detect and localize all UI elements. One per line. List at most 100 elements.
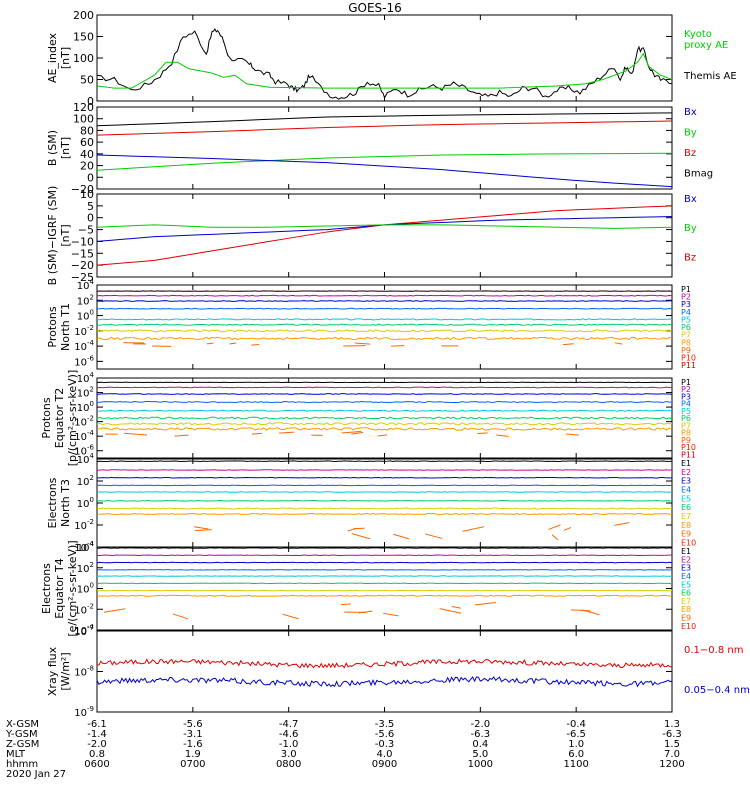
channel-line (96, 554, 673, 557)
ephemeris-value: 6.0 (568, 749, 584, 760)
y-axis-label: [e/(cm²-s-sr-keV)] (66, 540, 79, 636)
ephemeris-value: 5.0 (472, 749, 488, 760)
y-tick-label: 100 (77, 309, 94, 323)
channel-line (96, 400, 673, 404)
channel-legend: E5 (681, 494, 691, 503)
channel-segment (496, 434, 509, 437)
channel-legend: P11 (681, 361, 696, 370)
y-tick-label: 10-2 (74, 518, 94, 532)
channel-line (96, 393, 673, 395)
y-axis-label: Equator T2 (53, 388, 66, 448)
y-axis-label: [nT] (59, 47, 72, 69)
y-tick-label: 100 (77, 400, 94, 414)
channel-line (96, 336, 673, 341)
y-tick-label: 10-2 (74, 602, 94, 616)
channel-legend: E7 (681, 597, 691, 606)
channel-legend: P11 (681, 450, 696, 459)
y-axis-label: North T1 (59, 303, 72, 351)
channel-legend: E9 (681, 614, 691, 623)
channel-segment (391, 345, 405, 347)
ephemeris-value: -6.1 (87, 719, 107, 730)
channel-segment (548, 524, 561, 530)
channel-segment (571, 609, 591, 612)
ephemeris-value: 0.4 (472, 739, 488, 750)
y-tick-label: 10 (80, 188, 94, 201)
ephemeris-date: 2020 Jan 27 (6, 769, 66, 780)
y-axis-label: [nT] (59, 137, 72, 159)
y-tick-label: 0 (87, 171, 94, 184)
channel-segment (103, 608, 126, 613)
channel-segment (614, 522, 630, 526)
channel-legend: P1 (681, 378, 691, 387)
channel-line (96, 469, 673, 471)
series-line (96, 658, 673, 669)
y-tick-label: 10-4 (74, 540, 94, 554)
ephemeris-value: -2.0 (471, 719, 491, 730)
channel-segment (566, 433, 579, 436)
channel-segment (279, 431, 295, 434)
ephemeris-value: 1.3 (664, 719, 680, 730)
channel-legend: E2 (681, 555, 691, 564)
y-tick-label: 102 (77, 293, 94, 307)
y-tick-label: −5 (78, 224, 94, 237)
legend-label: 0.1−0.8 nm (684, 645, 743, 656)
channel-line (96, 476, 673, 479)
channel-legend: P5 (681, 315, 691, 324)
ephemeris-value: 0700 (180, 759, 205, 770)
channel-segment (229, 342, 237, 345)
channel-segment (383, 612, 399, 617)
panel-frame (96, 284, 673, 370)
ephemeris-value: 0800 (276, 759, 301, 770)
y-axis-label: Protons (40, 397, 53, 438)
channel-segment (124, 432, 148, 436)
channel-segment (251, 432, 262, 435)
channel-legend: E4 (681, 572, 691, 581)
y-axis-label: North T3 (59, 479, 72, 527)
panel-frame (96, 458, 673, 548)
channel-segment (424, 533, 443, 539)
ephemeris-value: -5.6 (375, 729, 395, 740)
ephemeris-value: -3.5 (375, 719, 395, 730)
channel-segment (193, 526, 209, 530)
legend-label: By (684, 128, 697, 139)
y-tick-label: −25 (71, 271, 94, 284)
legend-label: Bmag (684, 169, 713, 180)
ephemeris-value: 7.0 (664, 749, 680, 760)
channel-line (96, 569, 673, 571)
series-line (96, 28, 673, 100)
channel-legend: P9 (681, 346, 691, 355)
series-line (96, 152, 673, 171)
channel-legend: P2 (681, 385, 691, 394)
channel-segment (194, 529, 212, 532)
ephemeris-value: -6.3 (471, 729, 491, 740)
y-tick-label: 104 (77, 278, 95, 292)
y-tick-label: 10-2 (74, 415, 94, 429)
panel-e_eq: 10-4 10-2 100 102 104 Electrons Equator T4 [e/(… (40, 540, 696, 637)
y-tick-label: −15 (71, 247, 94, 260)
channel-legend: E1 (681, 459, 691, 468)
channel-segment (282, 613, 299, 620)
ephemeris-value: -0.4 (566, 719, 586, 730)
legend-label: Bz (684, 252, 696, 263)
channel-legend: P4 (681, 308, 691, 317)
channel-segment (614, 342, 623, 345)
y-tick-label: 10-2 (74, 324, 94, 338)
channel-legend: E10 (681, 622, 696, 631)
channel-segment (563, 526, 572, 531)
y-axis-label: Equator T4 (53, 558, 66, 618)
ephemeris-value: 0600 (84, 759, 109, 770)
y-axis-label: Protons (46, 306, 59, 347)
channel-legend: P3 (681, 392, 691, 401)
ephemeris-label: MLT (6, 749, 26, 760)
channel-segment (172, 613, 189, 620)
channel-legend: P6 (681, 323, 691, 332)
series-line (96, 154, 673, 188)
y-tick-label: 100 (73, 52, 94, 65)
legend-label: Kyoto (684, 29, 712, 40)
y-tick-label: 10-8 (74, 665, 94, 679)
y-tick-label: 102 (77, 561, 94, 575)
